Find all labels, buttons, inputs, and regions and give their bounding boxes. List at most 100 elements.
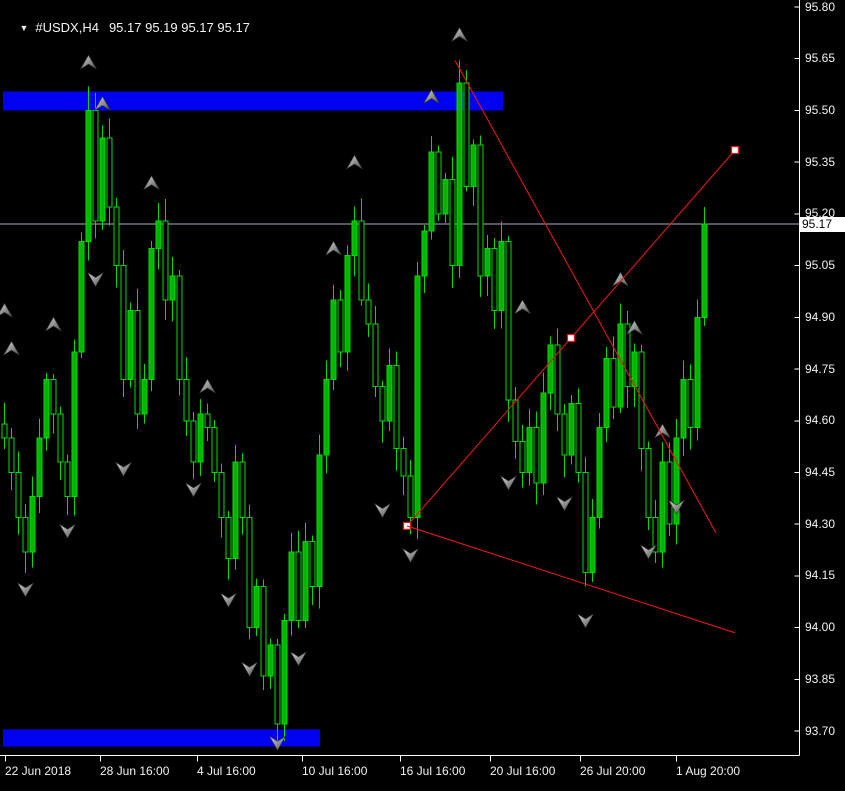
candle-body — [365, 299, 372, 325]
candle-body — [148, 247, 155, 380]
fractal-down-icon — [577, 613, 594, 629]
candle-body — [407, 475, 414, 518]
candle-body — [99, 137, 106, 222]
candle-body — [267, 644, 274, 677]
candle-body — [561, 413, 568, 456]
candle-body — [589, 516, 596, 573]
candle-body — [330, 299, 337, 380]
candle-body — [659, 461, 666, 553]
candle-body — [246, 516, 253, 629]
candle-body — [253, 585, 260, 629]
candle-body — [344, 254, 351, 353]
candle-body — [113, 206, 120, 267]
candle-body — [1, 423, 8, 439]
fractal-down-icon — [220, 592, 237, 608]
candle-body — [92, 109, 99, 222]
candle-body — [554, 344, 561, 415]
candle-body — [288, 551, 295, 622]
trendline-descending-from-peak[interactable] — [454, 60, 717, 534]
candle-body — [211, 427, 218, 473]
candle-body — [372, 323, 379, 387]
candle-body — [281, 620, 288, 725]
candle-body — [582, 471, 589, 573]
candle-body — [85, 109, 92, 242]
fractal-up-icon — [143, 175, 160, 190]
candle-body — [43, 378, 50, 439]
candle-body — [603, 358, 610, 429]
symbol-dropdown-icon: ▼ — [19, 23, 29, 33]
candle-body — [463, 82, 470, 187]
candle-body — [22, 516, 29, 553]
fractal-down-icon — [115, 461, 132, 477]
fractal-down-icon — [500, 475, 517, 491]
candle-body — [547, 344, 554, 394]
fractal-up-icon — [451, 26, 468, 42]
candle-body — [393, 365, 400, 449]
candle-body — [701, 223, 708, 318]
fractal-up-icon — [612, 271, 629, 287]
fractal-down-icon — [185, 482, 202, 498]
candle-body — [435, 151, 442, 215]
fractal-down-icon — [556, 496, 573, 512]
fractal-up-icon — [45, 316, 62, 332]
current-price-tag: 95.17 — [799, 217, 845, 232]
fractal-down-icon — [17, 582, 34, 598]
candle-body — [400, 447, 407, 477]
candle-body — [134, 309, 141, 415]
candle-body — [78, 240, 85, 353]
resistance-zone-rect[interactable] — [3, 91, 503, 111]
candle-body — [29, 496, 36, 553]
candle-body — [232, 461, 239, 560]
candle-body — [638, 351, 645, 449]
fractal-up-icon — [325, 240, 342, 256]
fractal-up-icon — [423, 88, 440, 104]
fractal-up-icon — [80, 54, 97, 70]
candle-body — [36, 437, 43, 498]
candle-body — [337, 299, 344, 353]
candle-body — [666, 461, 673, 525]
trendline-handle[interactable] — [730, 145, 740, 155]
candle-body — [652, 516, 659, 553]
fractal-down-icon — [290, 651, 307, 667]
candle-body — [8, 437, 15, 473]
candle-body — [295, 551, 302, 622]
fractal-down-icon — [87, 272, 104, 288]
candle-body — [484, 247, 491, 277]
candle-body — [498, 240, 505, 311]
candle-body — [50, 378, 57, 415]
candle-body — [414, 275, 421, 518]
candle-body — [694, 316, 701, 429]
candle-body — [204, 413, 211, 429]
candle-body — [302, 540, 309, 622]
candle-body — [645, 447, 652, 518]
candle-body — [64, 461, 71, 498]
candle-body — [323, 378, 330, 456]
fractal-down-icon — [374, 503, 391, 519]
trendline-handle[interactable] — [566, 333, 576, 343]
support-zone-rect[interactable] — [3, 729, 320, 747]
candle-body — [568, 403, 575, 456]
fractal-up-icon — [0, 302, 13, 318]
candle-body — [575, 403, 582, 473]
fractal-down-icon — [640, 544, 657, 560]
candle-body — [169, 275, 176, 301]
candle-body — [183, 378, 190, 422]
candle-body — [127, 309, 134, 380]
candle-body — [225, 516, 232, 560]
fractal-down-icon — [668, 499, 685, 515]
candle-body — [456, 82, 463, 267]
chart-title-bar: ▼ #USDX,H4 95.17 95.19 95.17 95.17 — [5, 5, 250, 50]
candle-body — [442, 178, 449, 215]
ohlc-values: 95.17 95.19 95.17 95.17 — [108, 20, 250, 35]
candle-body — [239, 461, 246, 518]
fractal-up-icon — [346, 154, 363, 170]
candle-body — [106, 137, 113, 208]
candle-body — [190, 420, 197, 463]
trendline-descending-lower[interactable] — [406, 525, 736, 634]
candle-body — [309, 540, 316, 587]
fractal-up-icon — [654, 423, 671, 439]
candle-body — [687, 378, 694, 429]
candle-body — [610, 358, 617, 408]
fractal-down-icon — [269, 735, 286, 751]
